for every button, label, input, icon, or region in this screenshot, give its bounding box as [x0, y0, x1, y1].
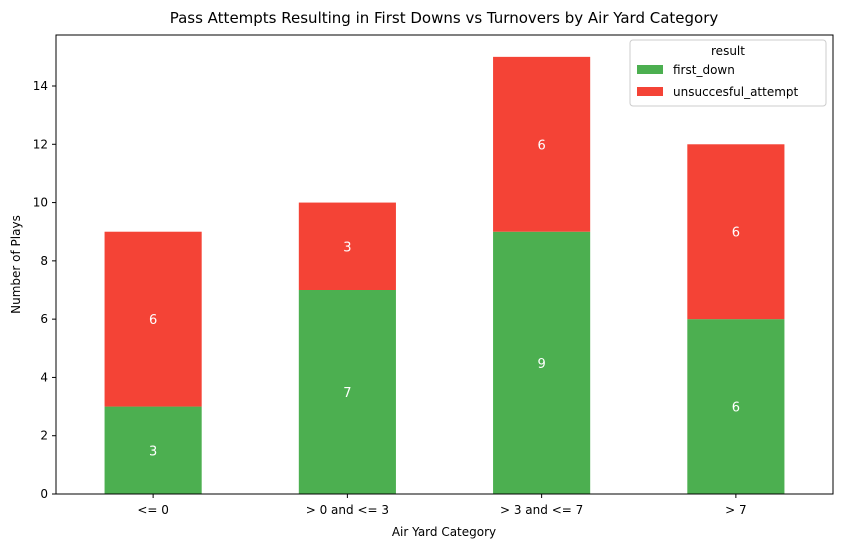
bar-value-label: 6 [537, 138, 545, 153]
bar-value-label: 6 [732, 226, 740, 241]
bar-first-down-3 [687, 319, 785, 494]
legend-swatch-unsuccesful-attempt [637, 87, 663, 96]
bar-unsuccesful-attempt-0 [104, 231, 202, 407]
bar-value-label: 6 [149, 313, 157, 328]
bar-value-label: 3 [149, 444, 157, 459]
chart-title: Pass Attempts Resulting in First Downs v… [170, 9, 719, 27]
bar-first-down-0 [104, 406, 202, 494]
y-tick-label: 12 [33, 137, 48, 151]
y-tick-label: 4 [40, 370, 48, 384]
bar-first-down-2 [493, 231, 591, 494]
y-axis: 0 2 4 6 8 10 12 14 [33, 79, 56, 501]
legend-label-first-down: first_down [673, 63, 735, 77]
legend: result first_down unsuccesful_attempt [629, 39, 827, 107]
bars-group [104, 56, 785, 494]
legend-frame [629, 39, 827, 107]
y-tick-label: 0 [40, 487, 48, 501]
bar-first-down-1 [298, 290, 396, 494]
y-tick-label: 2 [40, 429, 48, 443]
y-tick-label: 10 [33, 196, 48, 210]
x-tick-label: > 0 and <= 3 [306, 503, 389, 517]
legend-title: result [711, 44, 745, 58]
plot-frame [55, 34, 834, 495]
bar-value-label: 3 [343, 240, 351, 255]
y-tick-label: 6 [40, 312, 48, 326]
x-tick-label: > 7 [725, 503, 747, 517]
bar-unsuccesful-attempt-2 [493, 56, 591, 232]
bar-unsuccesful-attempt-1 [298, 202, 396, 290]
x-axis-label: Air Yard Category [392, 525, 496, 539]
bar-value-label: 7 [343, 386, 351, 401]
y-tick-label: 8 [40, 254, 48, 268]
x-axis: <= 0 > 0 and <= 3 > 3 and <= 7 > 7 [137, 494, 747, 517]
x-tick-label: <= 0 [137, 503, 169, 517]
x-tick-label: > 3 and <= 7 [500, 503, 583, 517]
bar-value-label: 6 [732, 401, 740, 416]
bar-labels-group: 3 6 7 3 9 6 6 6 [149, 138, 740, 459]
y-tick-label: 14 [33, 79, 48, 93]
legend-swatch-first-down [637, 65, 663, 74]
bar-value-label: 9 [537, 357, 545, 372]
legend-label-unsuccesful-attempt: unsuccesful_attempt [673, 85, 799, 99]
y-axis-label: Number of Plays [9, 215, 23, 314]
bar-unsuccesful-attempt-3 [687, 144, 785, 320]
